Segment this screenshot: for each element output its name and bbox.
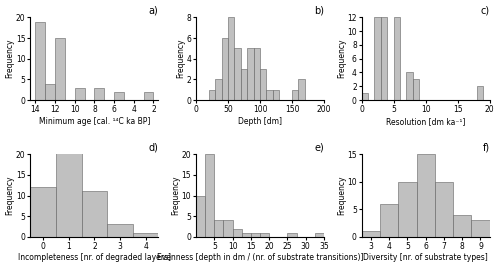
Bar — [247, 49, 254, 100]
Bar — [205, 154, 214, 237]
Bar — [242, 233, 251, 237]
Y-axis label: Frequency: Frequency — [337, 176, 346, 215]
Text: f): f) — [482, 143, 490, 152]
Text: d): d) — [148, 143, 158, 152]
Bar — [381, 17, 388, 100]
Bar — [196, 196, 205, 237]
Text: b): b) — [314, 6, 324, 16]
X-axis label: Evenness [depth in dm / (nr. of substrate transitions)]: Evenness [depth in dm / (nr. of substrat… — [157, 254, 364, 262]
Bar — [251, 233, 260, 237]
Bar — [453, 215, 471, 237]
X-axis label: Incompleteness [nr. of degraded layers]: Incompleteness [nr. of degraded layers] — [18, 254, 171, 262]
Y-axis label: Frequency: Frequency — [6, 176, 15, 215]
Bar — [266, 90, 273, 100]
Bar — [298, 79, 305, 100]
Text: c): c) — [480, 6, 490, 16]
Bar — [234, 49, 241, 100]
Bar — [273, 90, 279, 100]
Bar — [55, 38, 65, 100]
Bar — [477, 86, 483, 100]
X-axis label: Minimum age [cal. ¹⁴C ka BP]: Minimum age [cal. ¹⁴C ka BP] — [38, 117, 150, 126]
Bar — [94, 88, 104, 100]
Bar — [413, 79, 420, 100]
Y-axis label: Frequency: Frequency — [171, 176, 180, 215]
Y-axis label: Frequency: Frequency — [337, 39, 346, 79]
Bar — [114, 92, 124, 100]
Bar — [472, 220, 490, 237]
Bar — [315, 233, 324, 237]
Bar — [36, 21, 45, 100]
Bar — [215, 79, 222, 100]
Bar — [362, 93, 368, 100]
Bar — [362, 231, 380, 237]
Bar — [82, 191, 107, 237]
Bar — [435, 182, 453, 237]
Bar — [224, 220, 232, 237]
Bar — [45, 84, 55, 100]
Bar — [394, 17, 400, 100]
Bar — [144, 92, 154, 100]
Text: a): a) — [148, 6, 158, 16]
Bar — [374, 17, 381, 100]
Bar — [107, 224, 133, 237]
Bar — [30, 187, 56, 237]
Y-axis label: Frequency: Frequency — [6, 39, 15, 79]
X-axis label: Diversity [nr. of substrate types]: Diversity [nr. of substrate types] — [364, 254, 488, 262]
Bar — [292, 90, 298, 100]
Bar — [416, 154, 435, 237]
Bar — [254, 49, 260, 100]
Text: e): e) — [314, 143, 324, 152]
Bar — [406, 73, 413, 100]
Bar — [56, 150, 82, 237]
Bar — [214, 220, 224, 237]
Bar — [398, 182, 416, 237]
Bar — [222, 38, 228, 100]
Bar — [133, 233, 158, 237]
X-axis label: Depth [dm]: Depth [dm] — [238, 117, 282, 126]
Bar — [260, 233, 269, 237]
Bar — [232, 229, 242, 237]
Bar — [260, 69, 266, 100]
Bar — [209, 90, 215, 100]
Bar — [380, 204, 398, 237]
Y-axis label: Frequency: Frequency — [176, 39, 185, 79]
Bar — [228, 17, 234, 100]
X-axis label: Resolution [dm ka⁻¹]: Resolution [dm ka⁻¹] — [386, 117, 466, 126]
Bar — [241, 69, 247, 100]
Bar — [288, 233, 296, 237]
Bar — [74, 88, 85, 100]
